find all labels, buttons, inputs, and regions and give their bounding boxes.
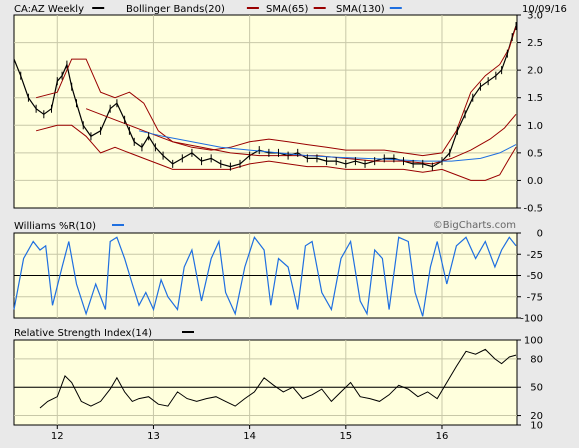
date-label: 10/09/16 [522,4,567,15]
x-tick-label-14: 14 [243,431,256,442]
price-ytick-label-0.0: 0.0 [527,176,543,187]
price-ytick-label-2.0: 2.0 [527,66,543,77]
rsi-ytick-label-50: 50 [530,383,543,394]
price-ytick-label-2.5: 2.5 [527,38,543,49]
bollinger-upper-line [35,25,517,157]
x-tick-label-16: 16 [436,431,449,442]
price-ytick-label-3.0: 3.0 [527,11,543,22]
x-tick-label-13: 13 [147,431,160,442]
price-ytick-label-1.0: 1.0 [527,121,543,132]
rsi-ytick-label-100: 100 [524,336,543,347]
bollinger-lower-line [35,124,517,181]
price-ytick-label-0.5: 0.5 [527,148,543,159]
price-ytick-label--0.5: -0.5 [523,204,543,215]
watermark: ©BigCharts.com [433,220,516,231]
price-ytick-label-1.5: 1.5 [527,93,543,104]
rsi-ytick-label-20: 20 [530,411,543,422]
x-tick-label-12: 12 [51,431,64,442]
williams-ytick-label--25: -25 [527,250,543,261]
rsi-ytick-label-80: 80 [530,354,543,365]
williams-ytick-label-0: 0 [537,229,543,240]
williams-legend-label: Williams %R(10) [14,221,96,232]
rsi-legend-label: Relative Strength Index(14) [14,328,152,339]
rsi-line [39,348,517,409]
x-tick-label-15: 15 [339,431,352,442]
price-legend-label-2: SMA(65) [266,4,308,15]
price-panel-background [13,14,518,209]
williams-ytick-label--50: -50 [527,271,543,282]
rsi-ytick-label-10: 10 [530,421,543,432]
price-legend-label-3: SMA(130) [336,4,385,15]
williams-ytick-label--100: -100 [520,314,543,325]
price-legend-label-1: Bollinger Bands(20) [126,4,225,15]
williams-ytick-label--75: -75 [527,292,543,303]
rsi-panel-background [13,339,518,426]
price-legend-label-0: CA:AZ Weekly [14,4,84,15]
williams-r-line [13,236,517,317]
